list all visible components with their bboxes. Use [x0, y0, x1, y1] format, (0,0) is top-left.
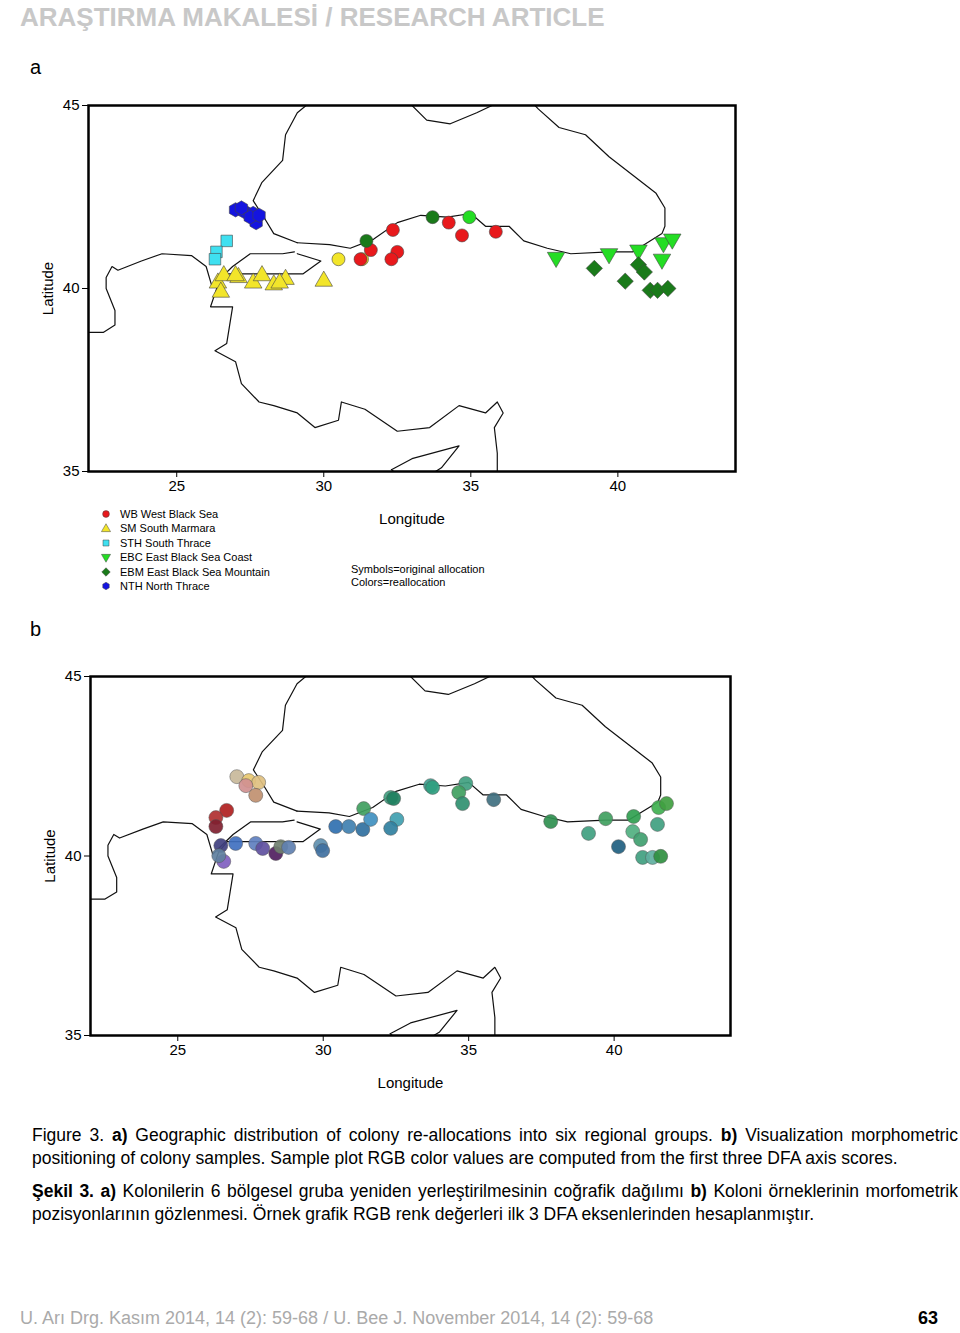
- svg-text:Longitude: Longitude: [379, 510, 445, 527]
- svg-text:35: 35: [65, 1026, 82, 1043]
- svg-text:Latitude: Latitude: [39, 262, 56, 315]
- svg-text:35: 35: [63, 462, 80, 479]
- svg-text:40: 40: [65, 847, 82, 864]
- html-text:ARAŞTIRMA MAKALESİ / RESEARCH: ARAŞTIRMA MAKALESİ / RESEARCH ARTICLE: [20, 2, 605, 32]
- svg-text:35: 35: [462, 477, 479, 494]
- svg-text:25: 25: [168, 477, 185, 494]
- svg-text:45: 45: [65, 667, 82, 684]
- svg-text:Latitude: Latitude: [41, 829, 58, 882]
- html-text:Colors=reallocation: Colors=reallocation: [351, 576, 446, 588]
- svg-text:30: 30: [315, 1041, 332, 1058]
- html-text:NTH North Thrace: NTH North Thrace: [120, 580, 210, 592]
- svg-text:40: 40: [606, 1041, 623, 1058]
- html-text:EBC East Black Sea Coast: EBC East Black Sea Coast: [120, 551, 253, 564]
- html-text:STH South Thrace: STH South Thrace: [120, 536, 211, 549]
- svg-text:35: 35: [460, 1041, 477, 1058]
- html-text:b: b: [30, 618, 42, 640]
- svg-text:40: 40: [63, 279, 80, 296]
- svg-text:45: 45: [63, 96, 80, 113]
- html-text:Şekil 3. a) Kolonilerin 6 bölg: Şekil 3. a) Kolonilerin 6 bölgesel gruba…: [32, 1181, 958, 1224]
- html-text:63: 63: [918, 1308, 938, 1328]
- html-text:Figure 3. a) Geographic distri: Figure 3. a) Geographic distribution of …: [32, 1125, 958, 1168]
- html-text:EBM East Black Sea Mountain: EBM East Black Sea Mountain: [120, 565, 270, 578]
- html-text:SM South Marmara: SM South Marmara: [120, 522, 216, 535]
- svg-text:30: 30: [315, 477, 332, 494]
- html-text:Symbols=original allocation: Symbols=original allocation: [351, 563, 485, 575]
- svg-text:40: 40: [610, 477, 627, 494]
- html-text:U. Arı Drg. Kasım 2014, 14 (2): U. Arı Drg. Kasım 2014, 14 (2): 59-68 / …: [20, 1308, 654, 1328]
- html-text:a: a: [30, 56, 42, 78]
- svg-text:25: 25: [169, 1041, 186, 1058]
- svg-text:Longitude: Longitude: [378, 1074, 444, 1091]
- html-text:WB West Black Sea: WB West Black Sea: [120, 508, 219, 520]
